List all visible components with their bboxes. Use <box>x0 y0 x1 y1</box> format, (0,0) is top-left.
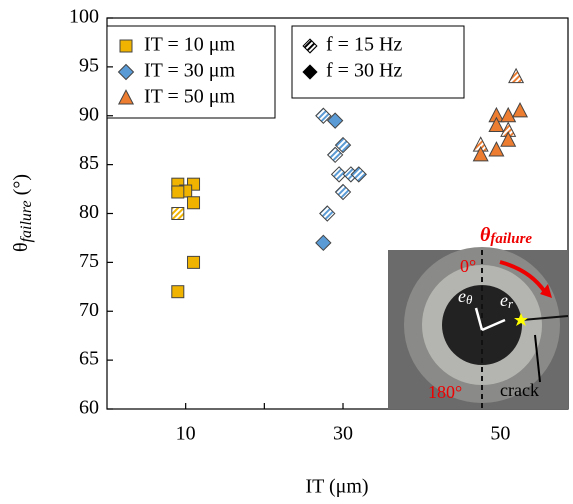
inset-er-sub: r <box>508 296 514 311</box>
marker-diamond <box>315 107 332 124</box>
marker-legend-box <box>291 25 465 99</box>
inset-etheta-e: e <box>458 286 466 306</box>
y-tick-label: 60 <box>79 397 99 419</box>
x-tick-label: 10 <box>176 423 196 445</box>
y-tick-label: 65 <box>79 348 99 370</box>
marker-triangle <box>488 116 505 133</box>
marker-triangle <box>511 101 529 118</box>
marker-triangle <box>508 67 525 84</box>
x-axis-label: IT (μm) <box>305 476 368 498</box>
legend-box <box>106 25 276 119</box>
marker-diamond <box>350 166 367 183</box>
y-axis-label: θfailure (°) <box>10 174 35 252</box>
inset-etheta-sub: θ <box>466 292 473 307</box>
inset-er-e: e <box>500 290 508 310</box>
inset-theta-sub: failure <box>490 231 532 247</box>
inset-er: er <box>500 290 514 311</box>
y-label-symbol: θ <box>10 242 32 252</box>
marker-diamond <box>319 205 336 222</box>
inset-theta: θfailure <box>480 224 532 248</box>
marker-triangle <box>500 106 517 123</box>
marker-square <box>187 196 201 210</box>
marker-square <box>171 185 185 199</box>
star <box>514 313 528 326</box>
y-tick-label: 95 <box>79 54 99 76</box>
y-label-sub: failure <box>18 200 35 242</box>
er-arrow <box>481 318 506 332</box>
marker-legend-label: f = 30 Hz <box>326 60 402 82</box>
etheta-arrow <box>474 307 484 331</box>
marker-legend-label: f = 15 Hz <box>326 34 402 56</box>
marker-diamond <box>326 146 344 164</box>
marker-square <box>171 207 185 220</box>
y-tick-label: 100 <box>69 6 99 28</box>
y-tick-label: 80 <box>79 201 99 223</box>
marker-diamond <box>334 183 352 201</box>
marker-diamond <box>330 166 348 183</box>
y-tick-label: 85 <box>79 152 99 174</box>
crack-line <box>521 315 569 321</box>
marker-triangle <box>500 131 517 147</box>
inset-etheta: eθ <box>458 286 473 307</box>
angle-arrow <box>499 260 547 294</box>
legend-label: IT = 50 μm <box>144 86 236 108</box>
marker-square <box>171 285 185 299</box>
marker-triangle <box>488 141 505 157</box>
inset-angle0: 0° <box>460 256 476 276</box>
y-tick-label: 70 <box>79 299 99 321</box>
x-tick-label: 50 <box>490 423 510 445</box>
inset-photo: θfailure 0° eθ er 180° crack <box>388 224 569 409</box>
marker-triangle <box>117 89 135 105</box>
marker-diamond <box>302 64 318 80</box>
inset-angle180: 180° <box>428 382 462 402</box>
marker-diamond <box>326 112 344 129</box>
marker-diamond <box>117 63 135 81</box>
marker-triangle <box>472 145 489 162</box>
marker-diamond <box>302 38 318 54</box>
crack-pointer <box>534 334 541 383</box>
legend-label: IT = 30 μm <box>144 60 236 82</box>
inset-crack: crack <box>500 380 539 400</box>
inset-theta-sym: θ <box>480 224 491 246</box>
y-tick-label: 90 <box>79 103 99 125</box>
y-label-unit: (°) <box>10 174 32 200</box>
legend-label: IT = 10 μm <box>144 34 236 56</box>
x-tick-label: 30 <box>333 423 353 445</box>
arrow-head <box>540 284 552 298</box>
marker-diamond <box>315 234 332 252</box>
y-tick-label: 75 <box>79 250 99 272</box>
marker-diamond <box>334 136 352 154</box>
marker-square <box>187 255 201 269</box>
marker-square <box>119 39 133 53</box>
